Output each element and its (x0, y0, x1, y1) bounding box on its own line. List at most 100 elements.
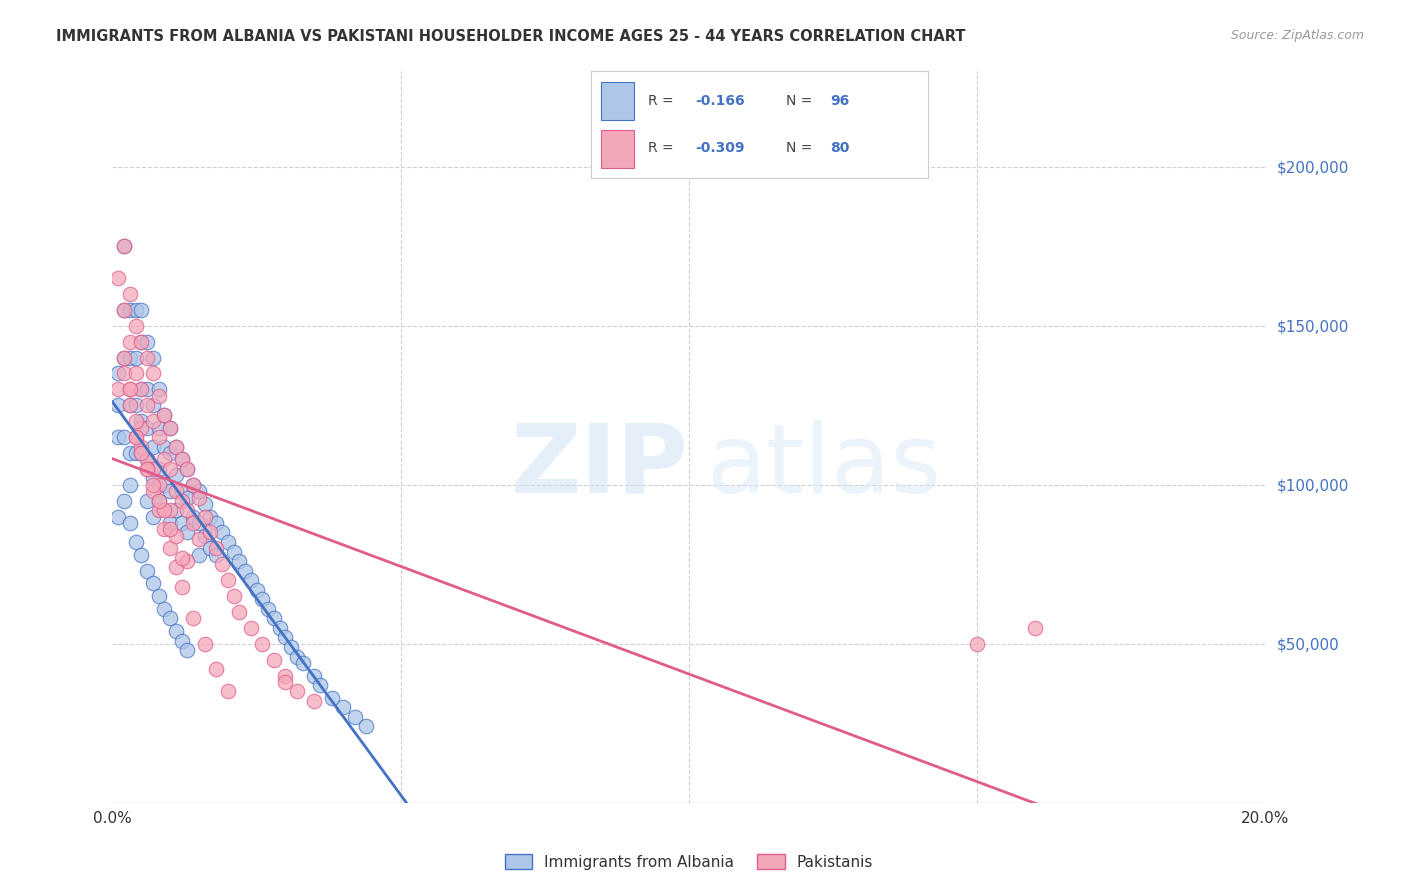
Point (136, 493, 159, 508)
Point (124, 446, 146, 460)
Point (129, 334, 153, 349)
Point (129, 420, 153, 434)
Point (269, 621, 291, 635)
Point (136, 383, 159, 397)
Point (321, 690, 343, 705)
Point (170, 493, 193, 508)
Point (176, 462, 198, 476)
Text: IMMIGRANTS FROM ALBANIA VS PAKISTANI HOUSEHOLDER INCOME AGES 25 - 44 YEARS CORRE: IMMIGRANTS FROM ALBANIA VS PAKISTANI HOU… (56, 29, 966, 44)
Text: R =: R = (648, 142, 678, 155)
Point (170, 452, 193, 467)
Point (148, 589, 170, 603)
Point (112, 302, 135, 317)
Point (165, 503, 187, 517)
Text: N =: N = (786, 94, 817, 108)
Point (142, 440, 165, 454)
Point (112, 239, 135, 253)
Point (1024, 621, 1046, 635)
Point (165, 468, 187, 483)
Point (159, 516, 181, 530)
Point (176, 491, 198, 505)
Point (188, 484, 211, 499)
Point (142, 367, 165, 381)
Point (291, 656, 314, 670)
Point (129, 302, 153, 317)
Point (159, 503, 181, 517)
Point (188, 532, 211, 546)
Point (142, 484, 165, 499)
Point (136, 351, 159, 365)
Point (124, 318, 146, 333)
Point (136, 452, 159, 467)
Point (211, 525, 233, 540)
Point (107, 367, 129, 381)
Point (205, 662, 228, 676)
Point (966, 637, 988, 651)
Point (153, 440, 176, 454)
Text: 96: 96 (830, 94, 849, 108)
Point (205, 516, 228, 530)
Point (304, 668, 326, 682)
Point (343, 710, 366, 724)
Point (118, 383, 141, 397)
Point (200, 541, 222, 556)
Point (165, 624, 187, 638)
Point (211, 558, 233, 572)
Point (136, 398, 159, 412)
FancyBboxPatch shape (600, 82, 634, 120)
Point (118, 287, 141, 301)
Point (222, 544, 245, 558)
Point (159, 484, 181, 499)
Point (112, 239, 135, 253)
Point (159, 462, 181, 476)
Point (159, 541, 181, 556)
Point (165, 484, 187, 499)
Point (124, 414, 146, 428)
Point (153, 503, 176, 517)
FancyBboxPatch shape (600, 130, 634, 168)
Point (142, 477, 165, 491)
Point (136, 462, 159, 476)
Text: Source: ZipAtlas.com: Source: ZipAtlas.com (1230, 29, 1364, 42)
Point (129, 446, 153, 460)
Point (194, 509, 217, 524)
Point (188, 516, 211, 530)
Point (112, 493, 135, 508)
Point (159, 420, 181, 434)
Point (129, 446, 153, 460)
Point (153, 602, 176, 616)
Point (170, 484, 193, 499)
Point (148, 503, 170, 517)
Point (148, 430, 170, 444)
Point (107, 398, 129, 412)
Point (124, 430, 146, 444)
Point (176, 525, 198, 540)
Point (274, 668, 297, 682)
Point (124, 430, 146, 444)
Point (159, 522, 181, 536)
Point (136, 462, 159, 476)
Point (217, 535, 239, 549)
Point (252, 592, 274, 607)
Point (274, 631, 297, 645)
Point (129, 548, 153, 562)
Point (257, 602, 280, 616)
Point (176, 503, 198, 517)
Point (124, 535, 146, 549)
Point (148, 477, 170, 491)
Text: -0.309: -0.309 (695, 142, 745, 155)
Point (188, 491, 211, 505)
Point (309, 678, 332, 692)
Point (118, 334, 141, 349)
Point (181, 509, 204, 524)
Text: R =: R = (648, 94, 678, 108)
Point (118, 516, 141, 530)
Point (142, 414, 165, 428)
Point (165, 560, 187, 574)
Point (118, 446, 141, 460)
Point (107, 509, 129, 524)
Point (129, 383, 153, 397)
Point (159, 611, 181, 625)
Point (176, 462, 198, 476)
Point (112, 351, 135, 365)
